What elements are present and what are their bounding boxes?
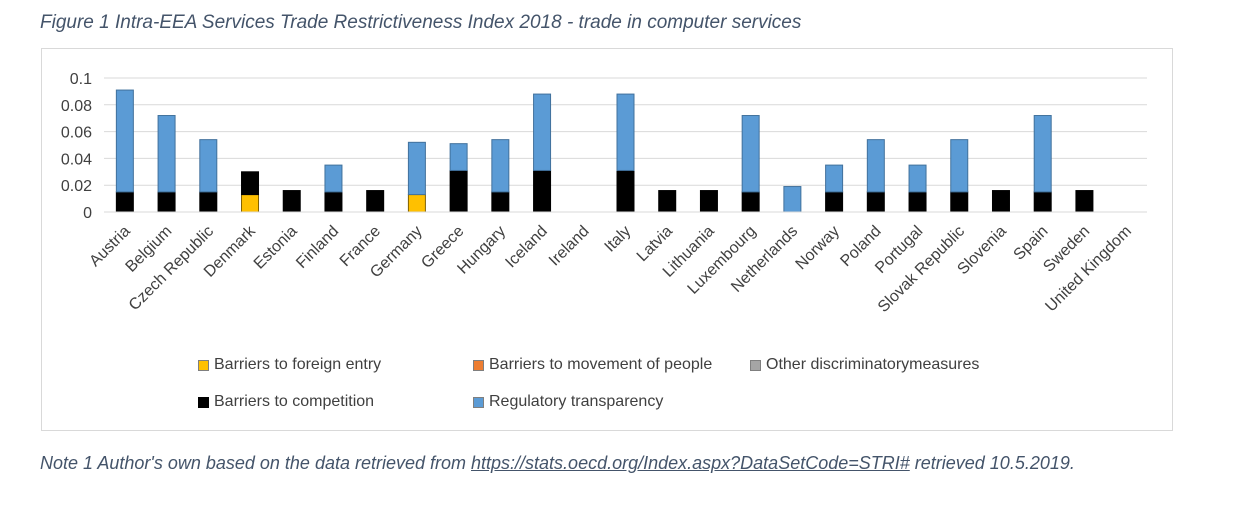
x-tick-label: Ireland	[546, 223, 593, 270]
chart-area: 0 0.02 0.04 0.06 0.08 0.1 Austria Belgium Czech …	[41, 48, 1173, 431]
y-tick-label: 0.08	[61, 98, 92, 115]
bar-segment	[866, 139, 885, 193]
bar-segment	[991, 190, 1010, 213]
note-prefix: Note 1 Author's own based on the data re…	[40, 453, 472, 473]
bar-segment	[741, 191, 760, 213]
bar-segment	[491, 139, 510, 193]
bar-segment	[491, 191, 510, 213]
note-caption: Note 1 Author's own based on the data re…	[40, 453, 1075, 474]
y-tick-label: 0	[83, 205, 92, 222]
bar-segment	[241, 194, 260, 213]
legend-item-regulatory-transparency: Regulatory transparency	[473, 393, 663, 411]
legend-item-foreign-entry: Barriers to foreign entry	[198, 356, 381, 374]
bar-segment	[324, 191, 343, 213]
legend-label-competition: Barriers to competition	[214, 393, 375, 410]
bar-segment	[533, 93, 552, 171]
bar-segment	[199, 139, 218, 193]
y-tick-label: 0.02	[61, 178, 92, 195]
bar-segment	[1033, 115, 1052, 193]
x-tick-label: Estonia	[251, 223, 301, 273]
x-tick-label: Italy	[602, 223, 635, 256]
note-suffix: retrieved 10.5.2019.	[909, 453, 1075, 473]
bar-segment	[1033, 191, 1052, 213]
y-tick-label: 0.1	[70, 71, 92, 88]
legend-swatch-regulatory-transparency	[473, 396, 484, 408]
bar-segment	[324, 164, 343, 193]
bar-segment	[950, 139, 969, 193]
y-tick-label: 0.04	[61, 151, 92, 168]
bar-segment	[282, 190, 301, 213]
bar-segment	[908, 191, 927, 213]
figure-caption: Figure 1 Intra-EEA Services Trade Restri…	[40, 12, 802, 33]
bar-segment	[115, 89, 134, 193]
bar-segment	[1075, 190, 1094, 213]
legend-label-movement-people: Barriers to movement of people	[489, 356, 713, 373]
bar-segment	[366, 190, 385, 213]
legend-swatch-competition	[198, 396, 209, 408]
bar-segment	[825, 191, 844, 213]
legend-item-competition: Barriers to competition	[198, 393, 374, 411]
bar-segment	[533, 169, 552, 213]
bar-segment	[616, 169, 635, 213]
stacked-bar-chart: 00.020.040.060.080.1AustriaBelgiumCzech …	[61, 71, 1147, 316]
legend-swatch-other-discriminatory	[750, 359, 761, 371]
legend-item-movement-people: Barriers to movement of people	[473, 356, 712, 374]
bar-segment	[199, 191, 218, 213]
bar-segment	[699, 190, 718, 213]
bar-segment	[616, 93, 635, 171]
data-source-link[interactable]: https://stats.oecd.org/Index.aspx?DataSe…	[471, 453, 910, 473]
x-tick-label: Iceland	[502, 223, 551, 272]
bar-segment	[825, 164, 844, 193]
bar-segment	[449, 143, 468, 171]
legend-label-other-discriminatory: Other discriminatorymeasures	[766, 356, 980, 373]
legend-swatch-movement-people	[473, 359, 484, 371]
bar-segment	[908, 164, 927, 193]
bar-segment	[407, 141, 426, 196]
bar-segment	[658, 190, 677, 213]
legend-label-foreign-entry: Barriers to foreign entry	[214, 356, 382, 373]
bar-segment	[449, 169, 468, 213]
legend-item-other-discriminatory: Other discriminatorymeasures	[750, 356, 979, 374]
bar-segment	[157, 115, 176, 193]
bar-segment	[407, 194, 426, 213]
x-tick-label: Norway	[793, 223, 843, 273]
y-tick-label: 0.06	[61, 125, 92, 142]
legend-swatch-foreign-entry	[198, 359, 209, 371]
bar-segment	[950, 191, 969, 213]
bar-segment	[866, 191, 885, 213]
bar-segment	[741, 115, 760, 193]
bar-segment	[157, 191, 176, 213]
bar-segment	[783, 186, 802, 213]
legend-label-regulatory-transparency: Regulatory transparency	[489, 393, 664, 410]
bar-segment	[115, 191, 134, 213]
x-tick-label: Finland	[293, 223, 342, 272]
bar-segment	[241, 171, 260, 196]
